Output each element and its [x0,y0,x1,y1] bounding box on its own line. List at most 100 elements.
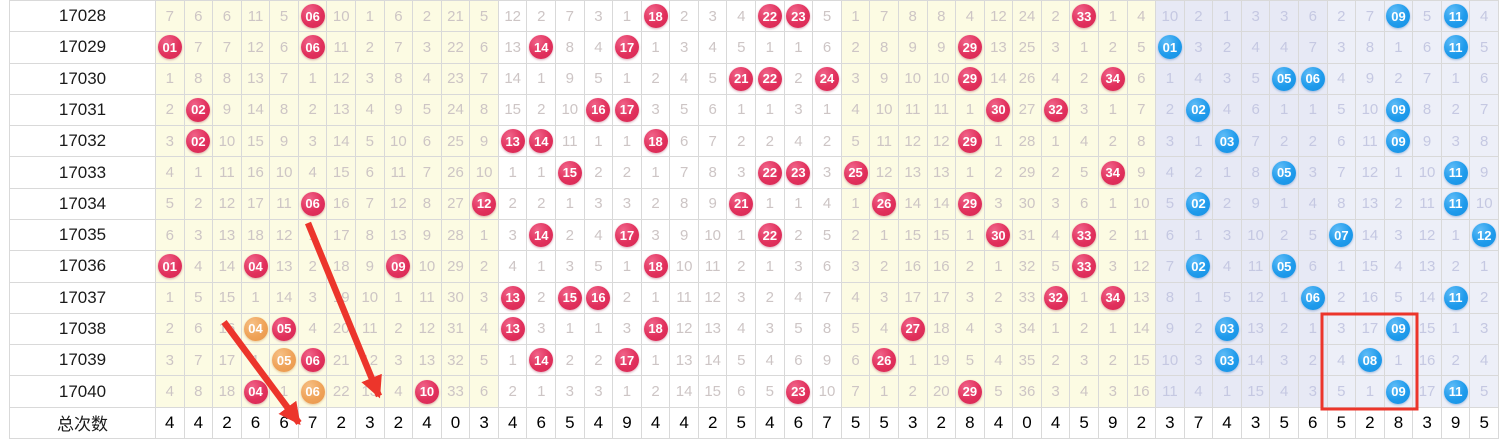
ball-cell: 02 [184,94,214,127]
miss-count-cell: 14 [984,63,1014,95]
miss-count-cell: 2 [613,157,642,189]
ball-cell: 22 [756,1,785,33]
miss-count-cell: 1 [784,32,814,64]
miss-count-cell: 4 [1213,251,1242,283]
miss-count-cell: 13 [213,220,242,252]
miss-count-cell: 1 [784,188,814,220]
miss-count-cell: 24 [1013,1,1042,33]
blue-ball: 05 [1272,66,1297,91]
miss-count-cell: 2 [813,126,842,158]
miss-count-cell: 3 [613,188,642,220]
miss-count-cell: 7 [1327,157,1357,189]
miss-count-cell: 2 [470,251,499,283]
miss-count-cell: 2 [641,188,671,220]
miss-count-cell: 14 [1127,313,1157,346]
miss-count-cell: 19 [927,345,957,377]
blue-ball: 07 [1329,223,1354,248]
ball-cell: 11 [1441,32,1471,64]
miss-count-cell: 2 [498,376,528,408]
miss-count-cell: 2 [156,313,185,346]
period-label: 17030 [10,63,156,95]
ball-cell: 29 [956,188,985,220]
ball-cell: 04 [241,313,271,346]
ball-cell: 18 [641,1,671,33]
red-ball: 06 [300,191,325,216]
miss-count-cell: 12 [698,282,728,314]
miss-count-cell: 3 [1041,188,1071,220]
miss-count-cell: 5 [841,126,871,158]
miss-count-cell: 5 [1327,94,1357,127]
miss-count-cell: 11 [384,157,414,189]
miss-count-cell: 16 [241,157,271,189]
miss-count-cell: 18 [327,251,357,283]
miss-count-cell: 1 [1098,94,1128,127]
miss-count-cell: 3 [556,251,585,283]
miss-count-cell: 3 [813,157,842,189]
miss-count-cell: 3 [1070,345,1099,377]
total-count-cell: 3 [1241,407,1271,439]
miss-count-cell: 11 [927,94,957,127]
miss-count-cell: 2 [841,220,871,252]
red-ball: 10 [414,379,439,404]
miss-count-cell: 5 [813,1,842,33]
miss-count-cell: 5 [470,1,499,33]
miss-count-cell: 2 [1156,94,1185,127]
miss-count-cell: 6 [470,32,499,64]
ball-cell: 34 [1098,63,1128,95]
miss-count-cell: 20 [327,313,357,346]
red-ball: 06 [300,35,325,60]
miss-count-cell: 5 [756,376,785,408]
miss-count-cell: 11 [213,157,242,189]
miss-count-cell: 1 [1270,188,1299,220]
red-ball: 22 [757,4,782,29]
miss-count-cell: 2 [956,251,985,283]
ball-cell: 26 [870,188,899,220]
miss-count-cell: 1 [1441,313,1471,346]
miss-count-cell: 3 [584,376,614,408]
miss-count-cell: 4 [1070,126,1099,158]
miss-count-cell: 2 [156,94,185,127]
blue-ball: 01 [1157,35,1182,60]
miss-count-cell: 3 [1384,220,1414,252]
miss-count-cell: 3 [727,282,757,314]
red-ball: 30 [986,97,1011,122]
miss-count-cell: 4 [413,63,442,95]
miss-count-cell: 13 [670,345,699,377]
ball-cell: 17 [613,32,642,64]
blue-ball: 05 [1272,160,1297,185]
miss-count-cell: 1 [1384,32,1414,64]
miss-count-cell: 1 [384,282,414,314]
miss-count-cell: 9 [470,126,499,158]
blue-ball: 05 [1272,254,1297,279]
miss-count-cell: 3 [1298,157,1328,189]
miss-count-cell: 3 [156,345,185,377]
miss-count-cell: 14 [927,188,957,220]
miss-count-cell: 2 [527,188,557,220]
miss-count-cell: 2 [1384,188,1414,220]
total-count-cell: 4 [641,407,671,439]
red-ball: 34 [1100,285,1125,310]
miss-count-cell: 3 [984,313,1014,346]
blue-ball: 12 [1472,223,1497,248]
miss-count-cell: 6 [413,126,442,158]
miss-count-cell: 5 [1298,220,1328,252]
miss-count-cell: 11 [898,94,928,127]
total-count-cell: 4 [413,407,442,439]
miss-count-cell: 1 [270,376,299,408]
miss-count-cell: 12 [1241,282,1271,314]
miss-count-cell: 5 [1384,282,1414,314]
red-ball: 17 [614,223,639,248]
miss-count-cell: 3 [1041,32,1071,64]
total-count-cell: 4 [156,407,185,439]
miss-count-cell: 9 [270,126,299,158]
total-count-cell: 2 [213,407,242,439]
red-ball: 15 [557,285,582,310]
miss-count-cell: 3 [156,126,185,158]
miss-count-cell: 3 [1098,251,1128,283]
miss-count-cell: 15 [1356,251,1385,283]
blue-ball: 11 [1443,35,1468,60]
red-ball: 06 [300,348,325,373]
miss-count-cell: 21 [327,345,357,377]
miss-count-cell: 2 [670,1,699,33]
miss-count-cell: 9 [1241,188,1271,220]
